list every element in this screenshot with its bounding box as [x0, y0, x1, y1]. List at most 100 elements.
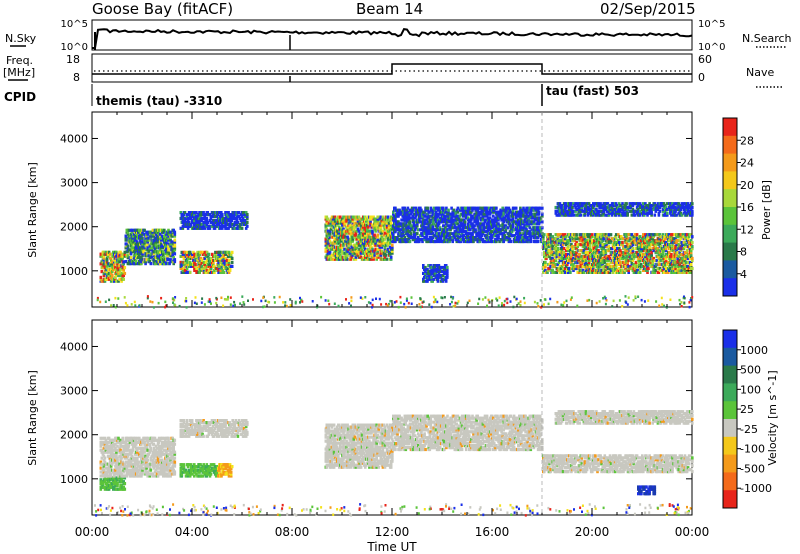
- echo-cell: [670, 253, 673, 257]
- echo-cell: [186, 226, 190, 230]
- echo-cell: [406, 206, 410, 210]
- echo-cell: [567, 245, 570, 249]
- echo-cell: [360, 217, 364, 221]
- echo-cell: [362, 221, 366, 225]
- echo-cell: [578, 233, 582, 237]
- echo-cell: [525, 222, 528, 226]
- echo-cell: [122, 268, 125, 272]
- echo-cell: [438, 239, 442, 244]
- echo-cell: [209, 266, 213, 270]
- echo-cell: [479, 236, 483, 240]
- echo-cell: [460, 232, 464, 236]
- echo-cell: [495, 232, 498, 236]
- echo-cell: [651, 264, 654, 269]
- echo-cell: [600, 233, 603, 237]
- echo-cell: [495, 218, 498, 222]
- echo-cell: [120, 258, 123, 262]
- echo-cell: [541, 206, 544, 210]
- echo-cell: [116, 264, 119, 268]
- echo-cell: [385, 221, 389, 225]
- echo-cell: [525, 236, 528, 240]
- echo-cell: [475, 206, 478, 210]
- echo-cell: [489, 222, 493, 226]
- echo-cell: [564, 253, 568, 257]
- echo-cell: [149, 232, 153, 236]
- echo-cell: [195, 268, 198, 272]
- echo-cell: [435, 228, 439, 232]
- echo-cell: [568, 268, 571, 272]
- echo-cell: [385, 223, 389, 227]
- echo-cell: [456, 234, 460, 238]
- echo-cell: [544, 264, 547, 269]
- echo-cell: [670, 260, 673, 265]
- echo-cell: [403, 214, 407, 218]
- echo-cell: [614, 249, 618, 253]
- echo-cell: [164, 242, 167, 246]
- echo-cell: [383, 255, 387, 259]
- echo-cell: [604, 233, 608, 237]
- echo-cell: [136, 236, 139, 240]
- echo-cell: [425, 238, 428, 242]
- echo-cell: [510, 234, 514, 238]
- echo-cell: [396, 236, 399, 240]
- echo-cell: [570, 253, 573, 257]
- echo-cell: [562, 247, 566, 251]
- echo-cell: [461, 236, 465, 240]
- echo-cell: [560, 264, 564, 269]
- echo-cell: [557, 254, 561, 259]
- freq-label-1: Freq.: [6, 54, 33, 67]
- echo-cell: [381, 239, 385, 243]
- echo-cell: [544, 262, 547, 267]
- echo-cell: [225, 216, 228, 221]
- echo-cell: [351, 249, 355, 253]
- echo-cell: [230, 264, 234, 268]
- echo-cell: [617, 262, 620, 267]
- echo-cell: [203, 262, 207, 266]
- echo-cell: [327, 237, 331, 241]
- echo-cell: [584, 241, 588, 245]
- power-echo-cells: [96, 202, 694, 309]
- echo-cell: [533, 218, 537, 222]
- echo-cell: [354, 255, 358, 259]
- echo-cell: [584, 260, 588, 265]
- nsky-strip: N.Sky 10^5 10^0 10^5 10^0 N.Search: [5, 19, 792, 53]
- echo-cell: [445, 230, 448, 234]
- echo-cell: [594, 245, 597, 249]
- echo-cell: [405, 214, 409, 218]
- echo-cell: [379, 255, 383, 259]
- echo-cell: [611, 270, 615, 274]
- echo-cell: [586, 251, 590, 255]
- echo-cell: [451, 239, 454, 244]
- echo-cell: [510, 230, 514, 234]
- echo-cell: [246, 220, 249, 224]
- echo-cell: [219, 254, 222, 258]
- echo-cell: [437, 275, 441, 279]
- echo-cell: [152, 258, 156, 262]
- echo-cell: [229, 254, 233, 258]
- echo-cell: [519, 232, 522, 236]
- echo-cell: [499, 212, 502, 216]
- echo-cell: [111, 264, 114, 268]
- echo-cell: [122, 260, 125, 264]
- echo-cell: [648, 253, 651, 257]
- echo-cell: [343, 255, 346, 259]
- echo-cell: [218, 266, 221, 270]
- echo-cell: [432, 277, 435, 281]
- echo-cell: [186, 218, 190, 223]
- echo-cell: [543, 233, 546, 237]
- echo-cell: [507, 234, 511, 238]
- echo-cell: [154, 244, 158, 248]
- echo-cell: [200, 264, 204, 268]
- echo-cell: [604, 256, 608, 261]
- echo-cell: [455, 208, 459, 212]
- echo-cell: [509, 232, 513, 236]
- echo-cell: [546, 270, 549, 274]
- echo-cell: [575, 233, 578, 237]
- echo-cell: [582, 270, 586, 274]
- echo-cell: [575, 247, 578, 251]
- echo-cell: [205, 258, 209, 262]
- echo-cell: [244, 222, 248, 226]
- echo-cell: [171, 252, 174, 256]
- echo-cell: [147, 250, 150, 254]
- echo-cell: [408, 239, 412, 244]
